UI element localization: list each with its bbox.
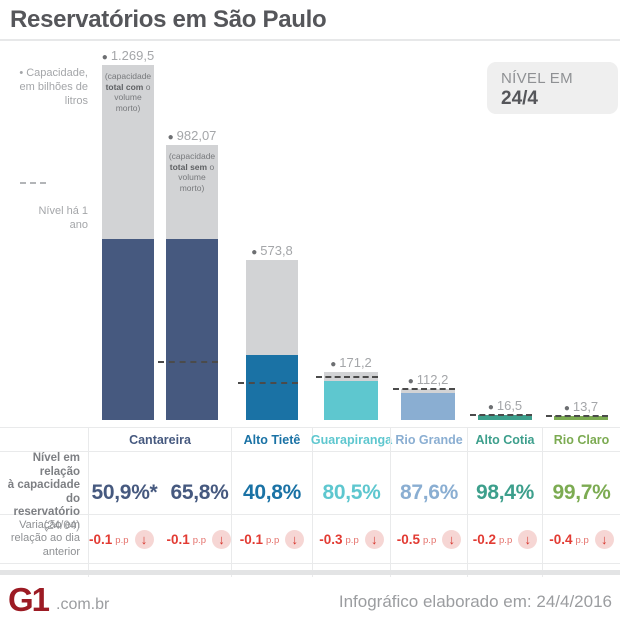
bar-value-label: ● 171,2 <box>330 355 372 370</box>
bar-fill <box>478 415 532 420</box>
bullet-icon: ● <box>407 376 414 387</box>
bar-track: (capacidade total sem o volume morto) <box>166 145 218 420</box>
down-arrow-icon: ↓ <box>211 529 231 549</box>
level-value: 80,5% <box>322 480 381 504</box>
bar-track <box>478 415 532 420</box>
title-divider <box>0 39 620 41</box>
category-guarapiranga: Guarapiranga <box>310 432 393 447</box>
data-table: Cantareira Alto Tietê Guarapiranga Rio G… <box>0 427 620 577</box>
date-badge: NÍVEL EM 24/4 <box>487 62 618 114</box>
bar-annotation: (capacidade total com o volume morto) <box>104 71 152 113</box>
variation-value: -0.1 p.p ↓ <box>167 529 231 549</box>
level-value: 40,8% <box>242 480 302 504</box>
level-row-sublabel: (24/04) <box>43 519 80 532</box>
bar-track <box>324 372 378 420</box>
legend-year-ago: Nível há 1 ano <box>6 176 88 232</box>
level-value: 87,6% <box>399 480 459 504</box>
down-arrow-icon: ↓ <box>134 529 154 549</box>
variation-row-label: Variação em relação ao dia anterior <box>10 518 80 558</box>
credit-text: Infográfico elaborado em: 24/4/2016 <box>338 592 612 611</box>
legend-capacity: • Capacidade, em bilhões de litros <box>19 67 88 107</box>
variation-value: -0.1 p.p ↓ <box>89 529 154 549</box>
bar-chart: (capacidade total com o volume morto) ● 1.… <box>101 48 608 420</box>
g1-logo-suffix: .com.br <box>56 596 110 613</box>
bullet-icon: ● <box>251 247 258 258</box>
down-arrow-icon: ↓ <box>285 529 305 549</box>
bar-track <box>246 260 298 420</box>
bullet-icon: ● <box>487 402 494 413</box>
year-ago-dashed-line <box>546 415 608 417</box>
bullet-icon: ● <box>167 132 174 143</box>
year-ago-dashed-line <box>158 361 218 363</box>
level-value: 50,9%* <box>91 480 158 504</box>
badge-date: 24/4 <box>501 88 538 109</box>
bar-value-label: ● 16,5 <box>487 398 523 413</box>
page-title: Reservatórios em São Paulo <box>10 6 327 33</box>
year-ago-dashed-line <box>470 414 532 416</box>
variation-value: -0.3 p.p ↓ <box>319 529 384 549</box>
category-alto-tiete: Alto Tietê <box>243 432 301 447</box>
variation-value: -0.5 p.p ↓ <box>397 529 462 549</box>
category-rio-claro: Rio Claro <box>553 432 610 447</box>
bar-fill <box>401 393 455 420</box>
dashed-line-icon <box>20 182 46 184</box>
down-arrow-icon: ↓ <box>364 529 384 549</box>
bar-value-label: ● 573,8 <box>251 243 293 258</box>
legend-year-text: Nível há 1 ano <box>38 205 88 231</box>
badge-label: NÍVEL EM <box>501 70 573 87</box>
g1-logo: G1 <box>8 581 50 618</box>
variation-value: -0.2 p.p ↓ <box>473 529 538 549</box>
level-value: 99,7% <box>552 480 611 504</box>
variation-value: -0.4 p.p ↓ <box>549 529 614 549</box>
variation-value: -0.1 p.p ↓ <box>240 529 305 549</box>
level-value: 65,8% <box>170 480 229 504</box>
year-ago-dashed-line <box>393 388 455 390</box>
bar-value-label: ● 13,7 <box>563 399 599 414</box>
bar-value-label: ● 1.269,5 <box>101 48 155 63</box>
bar-annotation: (capacidade total sem o volume morto) <box>168 151 216 193</box>
bullet-icon: ● <box>563 403 570 414</box>
down-arrow-icon: ↓ <box>594 529 614 549</box>
bullet-icon: ● <box>330 359 337 370</box>
bar-fill <box>102 239 154 420</box>
category-alto-cotia: Alto Cotia <box>475 432 535 447</box>
bar-track <box>554 416 608 420</box>
down-arrow-icon: ↓ <box>442 529 462 549</box>
bar-fill <box>166 239 218 420</box>
bar-fill <box>246 355 298 420</box>
bar-value-label: ● 982,07 <box>167 128 217 143</box>
bar-track: (capacidade total com o volume morto) <box>102 65 154 420</box>
down-arrow-icon: ↓ <box>518 529 538 549</box>
footer-divider-band <box>0 570 620 575</box>
year-ago-dashed-line <box>316 376 378 378</box>
category-rio-grande: Rio Grande <box>395 432 463 447</box>
bullet-icon: ● <box>101 52 108 63</box>
level-row: Nível em relação à capacidade do reserva… <box>0 451 620 533</box>
bar-fill <box>324 381 378 420</box>
bar-track <box>401 389 455 420</box>
variation-row: Variação em relação ao dia anterior -0.1… <box>0 514 620 563</box>
category-header-row: Cantareira Alto Tietê Guarapiranga Rio G… <box>0 427 620 451</box>
bar-fill <box>554 416 608 420</box>
year-ago-dashed-line <box>238 382 298 384</box>
category-cantareira: Cantareira <box>129 432 191 447</box>
bar-value-label: ● 112,2 <box>407 372 449 387</box>
level-value: 98,4% <box>475 480 535 504</box>
level-row-label: Nível em relação à capacidade do reserva… <box>0 452 80 533</box>
